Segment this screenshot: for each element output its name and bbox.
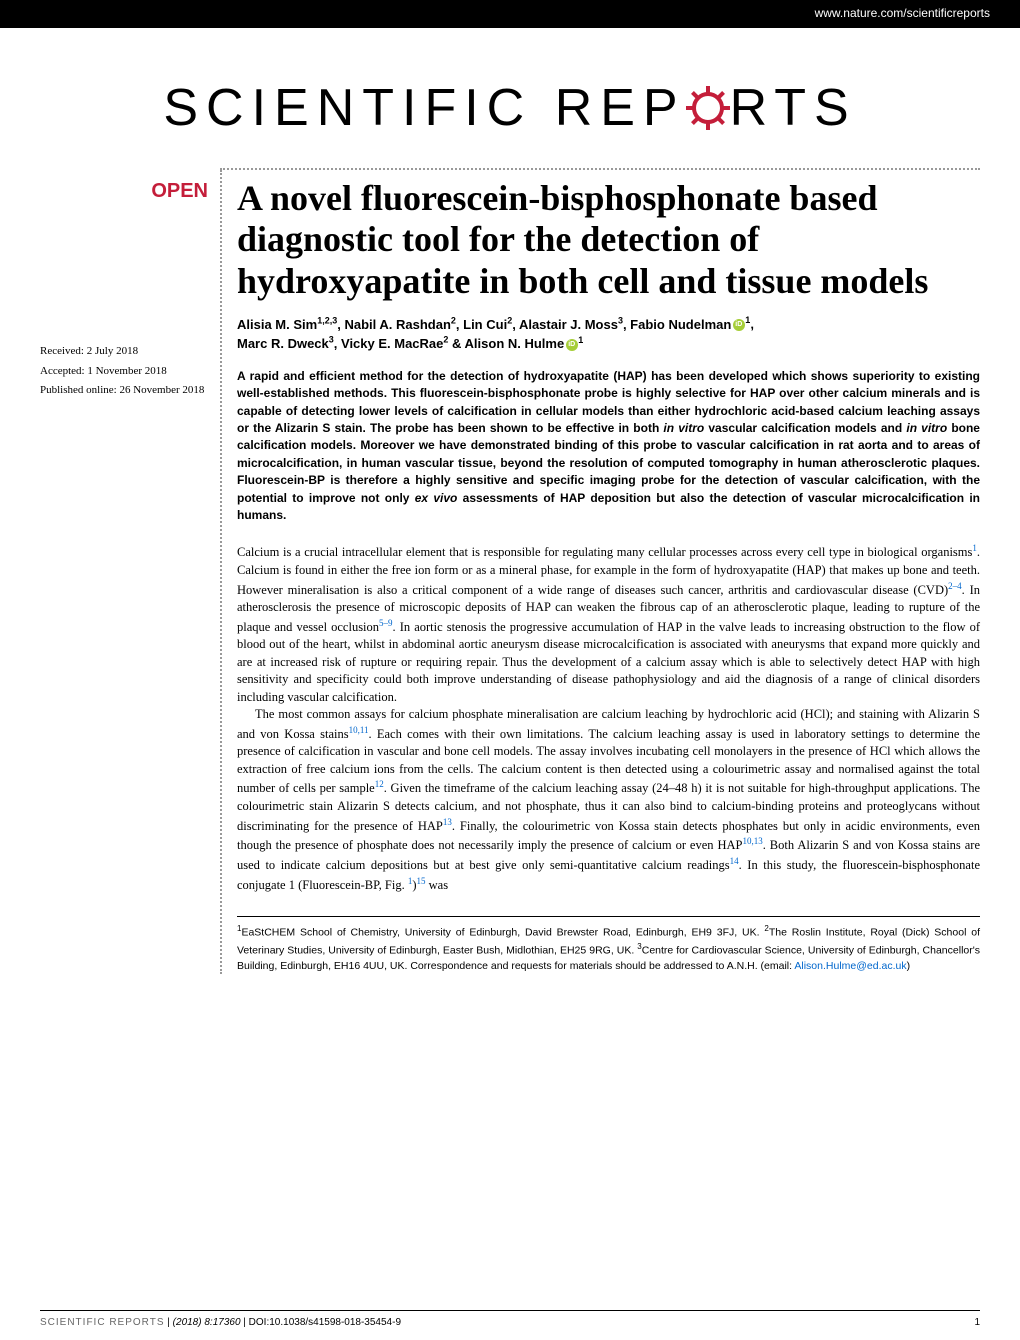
published-date: Published online: 26 November 2018 [40,382,208,400]
header-url[interactable]: www.nature.com/scientificreports [815,6,990,20]
footer-journal: SCIENTIFIC REPORTS [40,1317,165,1328]
logo-text-before: SCIENTIFIC [163,78,532,138]
main-content: A novel fluorescein-bisphosphonate based… [220,170,980,974]
page-number: 1 [974,1317,980,1328]
authors-list: Alisia M. Sim1,2,3, Nabil A. Rashdan2, L… [237,314,980,354]
authors-line1: Alisia M. Sim1,2,3, Nabil A. Rashdan2, L… [237,317,731,332]
publication-dates: Received: 2 July 2018 Accepted: 1 Novemb… [40,343,220,400]
affiliations: 1EaStCHEM School of Chemistry, Universit… [237,916,980,974]
page-footer: SCIENTIFIC REPORTS | (2018) 8:17360 | DO… [40,1310,980,1328]
received-date: Received: 2 July 2018 [40,343,208,361]
body-paragraph-1: Calcium is a crucial intracellular eleme… [237,542,980,706]
citation-ref[interactable]: 5–9 [379,618,393,628]
citation-ref[interactable]: 2–4 [948,581,962,591]
article-title: A novel fluorescein-bisphosphonate based… [237,178,980,302]
orcid-icon[interactable] [566,339,578,351]
journal-logo: SCIENTIFIC REP RTS [40,78,980,138]
accepted-date: Accepted: 1 November 2018 [40,363,208,381]
logo-text-mid: REP [555,78,686,138]
header-bar: www.nature.com/scientificreports [0,0,1020,28]
body-paragraph-2: The most common assays for calcium phosp… [237,706,980,894]
author-affil-sup: 1 [578,335,583,345]
correspondence-email[interactable]: Alison.Hulme@ed.ac.uk [794,960,906,972]
orcid-icon[interactable] [733,319,745,331]
sidebar: OPEN Received: 2 July 2018 Accepted: 1 N… [40,170,220,974]
footer-citation: | (2018) 8:17360 | DOI:10.1038/s41598-01… [167,1317,401,1328]
citation-ref[interactable]: 10,13 [742,836,762,846]
authors-line2: Marc R. Dweck3, Vicky E. MacRae2 & Aliso… [237,336,564,351]
author-affil-sup: 1 [745,315,750,325]
citation-ref[interactable]: 13 [443,817,452,827]
gear-icon [684,84,732,132]
abstract: A rapid and efficient method for the det… [237,368,980,525]
body-text: Calcium is a crucial intracellular eleme… [237,542,980,894]
logo-text-after: RTS [730,78,857,138]
citation-ref[interactable]: 15 [417,876,426,886]
citation-ref[interactable]: 10,11 [349,725,369,735]
citation-ref[interactable]: 14 [730,856,739,866]
citation-ref[interactable]: 12 [375,779,384,789]
open-access-badge: OPEN [40,180,220,203]
